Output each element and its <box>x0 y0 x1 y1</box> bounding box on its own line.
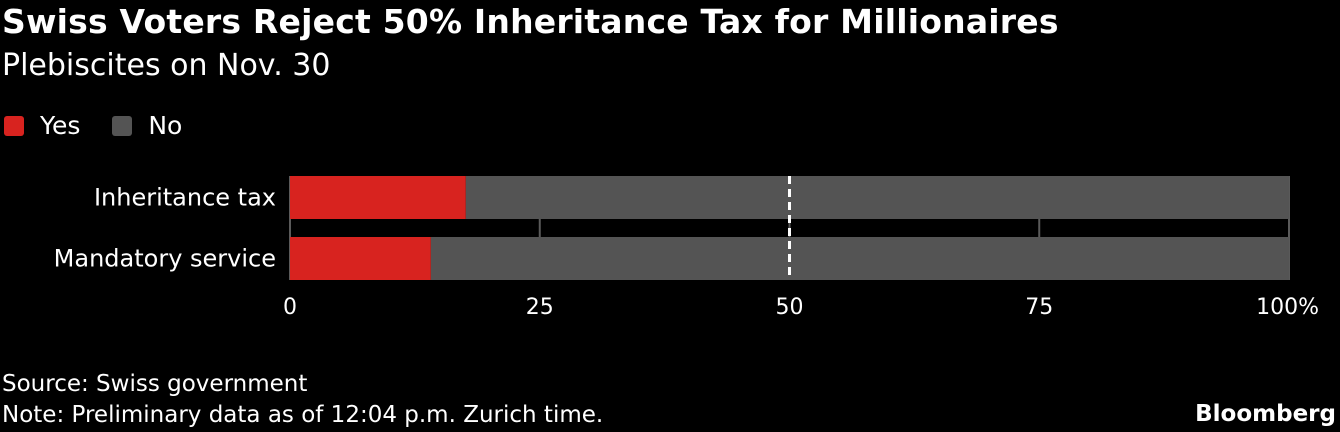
legend-item-no: No <box>112 110 182 142</box>
legend-label-no: No <box>148 111 183 140</box>
x-tick-label-1: 25 <box>526 295 554 320</box>
legend-label-yes: Yes <box>40 111 81 140</box>
bar-yes-mandatory-service <box>290 237 431 280</box>
bloomberg-logo: Bloomberg <box>1195 401 1336 427</box>
category-label-mandatory-service: Mandatory service <box>54 245 276 273</box>
legend: Yes No <box>4 110 214 142</box>
x-tick-label-4: 100% <box>1256 295 1319 320</box>
x-tick-label-2: 50 <box>776 295 804 320</box>
x-tick-label-0: 0 <box>283 295 297 320</box>
legend-swatch-yes <box>4 116 24 136</box>
footnote: Note: Preliminary data as of 12:04 p.m. … <box>2 402 604 428</box>
x-tick-label-3: 75 <box>1025 295 1053 320</box>
legend-swatch-no <box>112 116 133 136</box>
bar-yes-inheritance-tax <box>290 176 466 219</box>
chart-subtitle: Plebiscites on Nov. 30 <box>2 48 331 83</box>
bar-chart: Inheritance tax Mandatory service 0 25 50 75 1… <box>54 176 1319 320</box>
bar-no-mandatory-service <box>430 237 1289 280</box>
legend-item-yes: Yes <box>4 110 80 142</box>
source-note: Source: Swiss government <box>2 371 308 397</box>
bar-no-inheritance-tax <box>465 176 1290 219</box>
category-label-inheritance-tax: Inheritance tax <box>94 184 276 212</box>
chart-title: Swiss Voters Reject 50% Inheritance Tax … <box>2 2 1059 41</box>
